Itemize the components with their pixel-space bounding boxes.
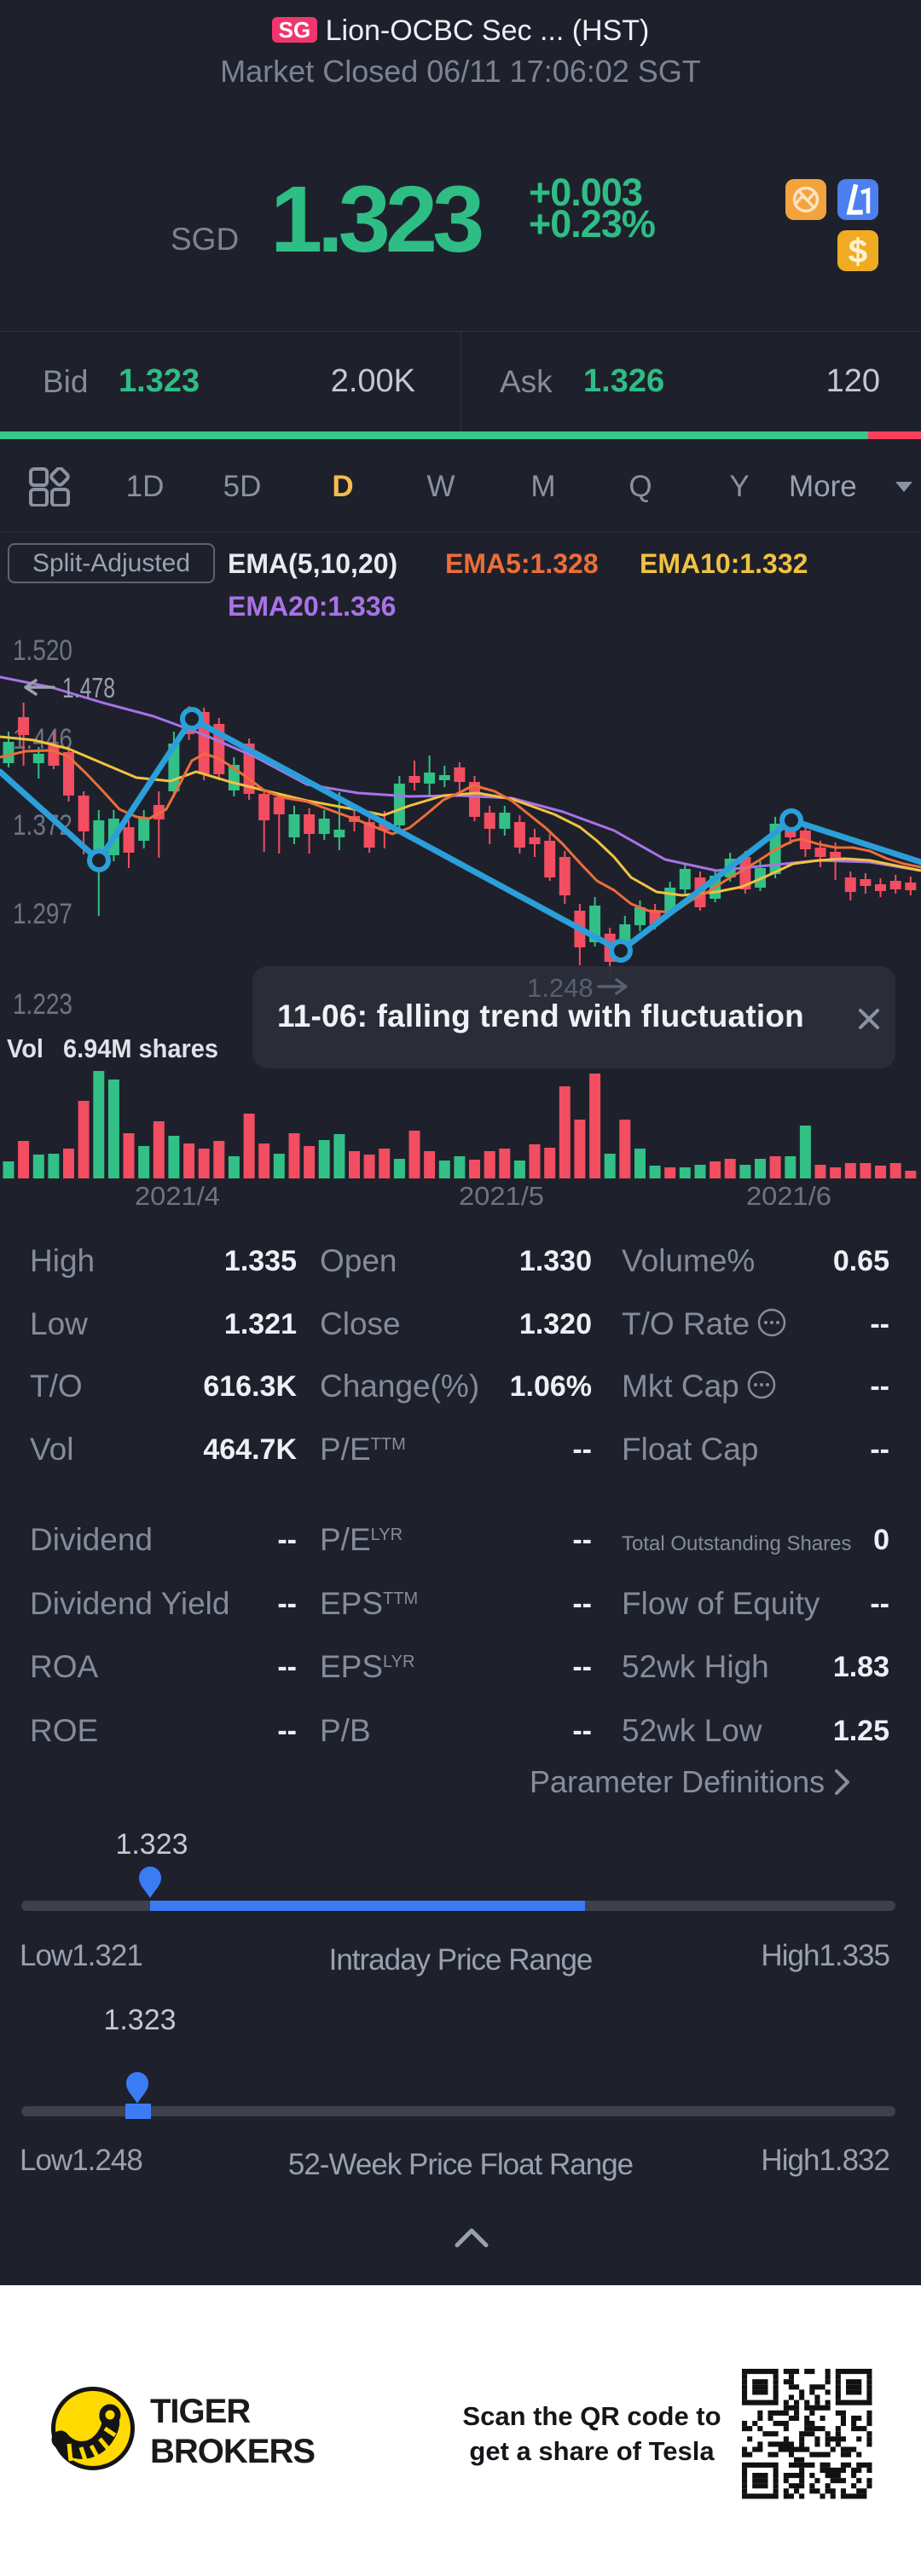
- svg-text:1.520: 1.520: [13, 634, 72, 667]
- svg-text:6.94M shares: 6.94M shares: [63, 1033, 218, 1063]
- svg-text:1.297: 1.297: [13, 898, 72, 930]
- svg-text:Vol: Vol: [7, 1033, 43, 1063]
- svg-text:2021/4: 2021/4: [135, 1181, 220, 1211]
- svg-text:2021/6: 2021/6: [746, 1181, 831, 1211]
- svg-text:1.223: 1.223: [13, 988, 72, 1021]
- svg-text:2021/5: 2021/5: [459, 1181, 544, 1211]
- svg-text:1.478: 1.478: [62, 672, 115, 703]
